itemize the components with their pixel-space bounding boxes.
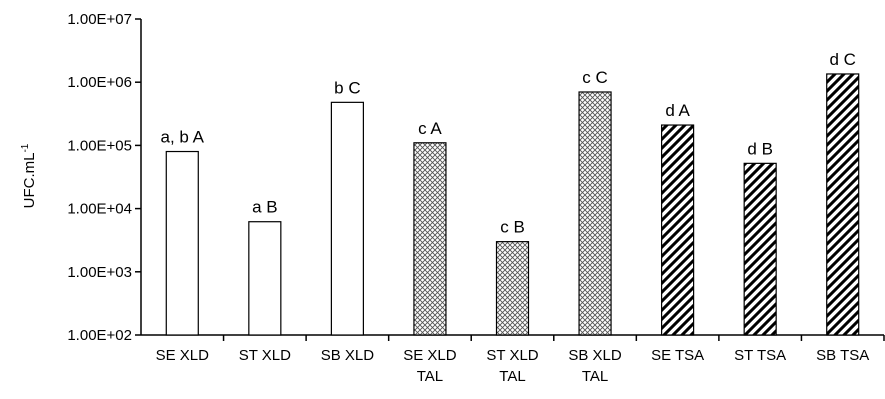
- x-category-label: ST TSA: [734, 347, 786, 364]
- bar: [248, 221, 282, 336]
- data-label: a B: [252, 198, 278, 217]
- data-label: d B: [747, 139, 773, 158]
- data-label: c B: [500, 218, 525, 237]
- y-tick-label: 1.00E+07: [67, 11, 132, 28]
- y-tick-label: 1.00E+02: [67, 327, 132, 344]
- x-category-label: TAL: [417, 368, 443, 385]
- data-label: c C: [582, 68, 608, 87]
- bars-group: [165, 73, 860, 336]
- bar: [330, 101, 364, 336]
- y-axis-title-main: UFC.mL: [21, 153, 38, 209]
- data-label: d A: [665, 101, 690, 120]
- labels-group: a, b A SE XLD a B ST XLD b C SB XLD c A SE XLD T…: [156, 50, 870, 385]
- data-label: b C: [334, 78, 360, 97]
- bar: [495, 241, 530, 336]
- bar: [743, 162, 777, 336]
- data-label: a, b A: [161, 128, 205, 147]
- x-category-label: TAL: [582, 368, 608, 385]
- x-category-label: SE TSA: [651, 347, 704, 364]
- y-tick-label: 1.00E+04: [67, 201, 132, 218]
- bar: [165, 150, 199, 336]
- data-label: c A: [418, 119, 442, 138]
- x-category-label: SE XLD: [156, 347, 210, 364]
- bar: [661, 124, 695, 336]
- y-axis-title: UFC.mL-1: [20, 143, 38, 208]
- x-category-label: SB TSA: [816, 347, 869, 364]
- x-category-label: ST XLD: [486, 347, 538, 364]
- x-category-label: ST XLD: [239, 347, 291, 364]
- x-category-label: TAL: [499, 368, 525, 385]
- bar: [578, 91, 612, 336]
- bar: [413, 142, 447, 336]
- y-tick-label: 1.00E+05: [67, 137, 132, 154]
- y-axis-title-superscript: -1: [20, 143, 31, 152]
- y-tick-label: 1.00E+03: [67, 264, 132, 281]
- x-category-label: SB XLD: [568, 347, 622, 364]
- x-category-label: SE XLD: [403, 347, 457, 364]
- bar: [826, 73, 860, 336]
- data-label: d C: [829, 50, 855, 69]
- x-category-label: SB XLD: [321, 347, 375, 364]
- y-tick-label: 1.00E+06: [67, 74, 132, 91]
